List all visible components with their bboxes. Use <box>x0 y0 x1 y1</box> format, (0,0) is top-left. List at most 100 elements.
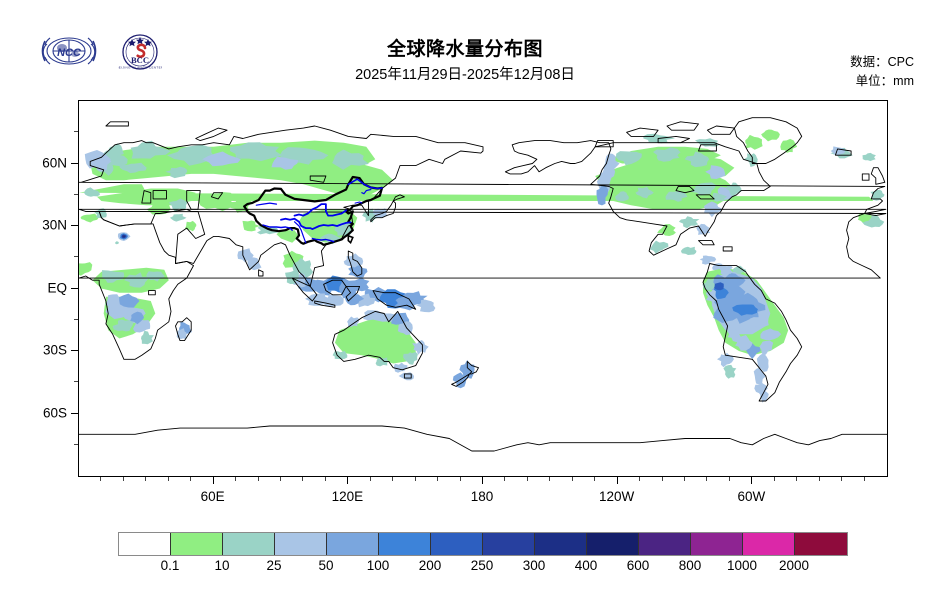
coastline <box>186 190 201 210</box>
precip-region <box>727 329 741 343</box>
precip-region <box>257 225 279 235</box>
colorbar-segment <box>171 533 223 555</box>
y-major-tick <box>71 287 78 289</box>
precip-region <box>761 129 780 142</box>
colorbar-segment <box>535 533 587 555</box>
precip-region <box>745 134 763 150</box>
precip-region <box>857 213 872 223</box>
svg-text:BEIJING CLIMATE CENTER: BEIJING CLIMATE CENTER <box>118 66 162 70</box>
coastline <box>372 290 417 310</box>
x-axis-label: 120E <box>331 489 364 504</box>
river <box>280 217 352 230</box>
x-major-tick <box>751 477 753 484</box>
precip-region <box>684 151 710 168</box>
x-minor-tick <box>280 477 281 481</box>
x-minor-tick <box>684 477 685 481</box>
y-axis-label: 30S <box>42 342 67 358</box>
precip-region <box>390 312 410 325</box>
coastline <box>314 300 336 308</box>
x-major-tick <box>616 477 618 484</box>
x-minor-tick <box>122 477 124 481</box>
precip-region <box>753 367 767 385</box>
x-minor-tick <box>549 477 551 481</box>
colorbar-segment <box>379 533 431 555</box>
precip-region <box>102 270 125 283</box>
colorbar-tick-label: 600 <box>626 558 650 573</box>
unit-label: 单位：mm <box>855 74 914 88</box>
colorbar-segment <box>483 533 535 555</box>
colorbar-tick-label: 300 <box>522 558 546 573</box>
x-minor-tick <box>324 477 326 481</box>
colorbar-tick-label: 0.1 <box>160 558 180 573</box>
colorbar: 0.1 10 25 50 100 200 250 300 400 600 800 1000 2000 <box>118 532 848 573</box>
precip-region <box>79 262 93 276</box>
coastline <box>347 250 363 277</box>
colorbar-tick-label: 400 <box>574 558 598 573</box>
x-major-tick <box>212 477 214 484</box>
colorbar-tick-label: 50 <box>318 558 334 573</box>
precip-region <box>79 184 874 201</box>
coastline <box>79 125 887 287</box>
coastline <box>79 210 887 360</box>
x-minor-tick <box>773 477 775 481</box>
precip-region <box>344 291 365 306</box>
precip-region <box>756 352 769 372</box>
precip-region <box>285 270 299 284</box>
precip-region <box>712 192 728 202</box>
x-minor-tick <box>863 477 865 481</box>
coastline <box>504 140 771 256</box>
precip-region <box>702 278 715 291</box>
x-minor-tick <box>190 477 192 481</box>
x-major-tick <box>347 477 349 484</box>
precip-region <box>397 321 413 335</box>
precip-region <box>650 240 669 254</box>
coastline <box>870 167 886 185</box>
x-axis-label: 60E <box>200 489 225 504</box>
coastline <box>834 148 852 156</box>
x-minor-tick <box>100 477 102 481</box>
coastline <box>152 190 167 200</box>
precip-region <box>84 187 100 197</box>
precip-region <box>119 293 140 308</box>
precip-region <box>705 165 726 179</box>
coastline <box>594 140 614 148</box>
precip-region <box>130 140 171 159</box>
map-container <box>78 100 888 477</box>
precip-region <box>615 191 629 202</box>
precip-region <box>713 282 724 291</box>
data-source-label: 数据：CPC <box>850 55 914 69</box>
coastline <box>702 263 803 402</box>
coastline <box>332 310 423 371</box>
coastline <box>291 277 318 302</box>
precip-region <box>665 191 688 202</box>
x-minor-tick <box>706 477 708 481</box>
precip-region <box>718 264 733 275</box>
precip-region <box>276 230 299 243</box>
coastline <box>666 121 699 131</box>
y-major-tick <box>71 225 78 226</box>
svg-text:BCC: BCC <box>131 55 149 65</box>
ncc-logo-icon: NCC <box>38 32 100 75</box>
precip-region <box>412 340 429 355</box>
x-axis-label: 180 <box>470 489 494 504</box>
colorbar-segment <box>275 533 327 555</box>
precip-region <box>723 364 737 379</box>
colorbar-tick-label: 2000 <box>778 558 810 573</box>
x-minor-tick <box>796 477 798 481</box>
y-minor-tick <box>74 256 78 258</box>
precip-region <box>363 310 383 321</box>
precip-region <box>603 153 620 173</box>
svg-text:NCC: NCC <box>57 47 82 59</box>
precip-region <box>349 277 370 292</box>
precip-region <box>271 156 299 170</box>
colorbar-segment <box>327 533 379 555</box>
precip-region <box>119 162 147 174</box>
river <box>354 201 363 204</box>
y-major-tick <box>71 412 78 414</box>
colorbar-segment <box>639 533 691 555</box>
china-border <box>347 234 354 245</box>
river <box>361 188 372 195</box>
x-axis-label: 60W <box>737 489 766 504</box>
colorbar-tick-label: 200 <box>418 558 442 573</box>
precip-region <box>635 186 654 199</box>
